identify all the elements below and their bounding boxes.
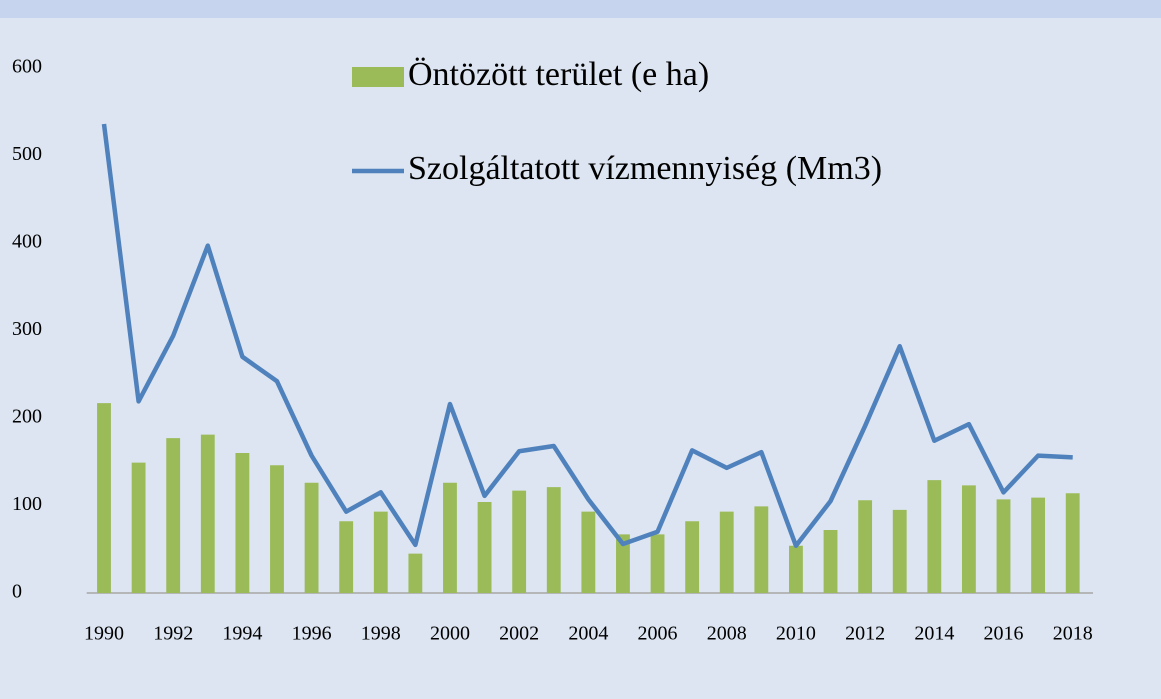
- bar: [304, 482, 319, 593]
- y-tick-label: 200: [12, 406, 42, 428]
- bar: [823, 530, 838, 593]
- x-tick-label: 2006: [638, 623, 678, 645]
- x-tick-label: 2004: [568, 623, 608, 645]
- y-tick-label: 100: [12, 493, 42, 515]
- y-tick-label: 400: [12, 231, 42, 253]
- x-tick-label: 1992: [153, 623, 193, 645]
- bar: [581, 511, 596, 593]
- bar: [235, 453, 250, 593]
- bar: [650, 534, 665, 593]
- x-tick-label: 2002: [499, 623, 539, 645]
- bar: [200, 434, 215, 593]
- bar: [719, 511, 734, 593]
- legend-swatch: [352, 67, 404, 87]
- bar: [373, 511, 388, 593]
- x-tick-label: 2008: [707, 623, 747, 645]
- bar: [1065, 493, 1080, 593]
- bar: [789, 545, 803, 593]
- bar: [512, 490, 527, 593]
- x-tick-label: 2012: [845, 623, 885, 645]
- x-tick-label: 1994: [222, 623, 262, 645]
- bar: [858, 500, 873, 593]
- bar: [961, 485, 976, 593]
- y-tick-label: 500: [12, 143, 42, 165]
- bar: [339, 521, 354, 593]
- bar: [546, 487, 561, 593]
- bar: [477, 502, 492, 593]
- x-tick-label: 2018: [1053, 623, 1093, 645]
- x-tick-label: 1996: [292, 623, 332, 645]
- top-band: [0, 0, 1161, 18]
- x-tick-label: 1998: [361, 623, 401, 645]
- legend-label: Öntözött terület (e ha): [408, 56, 709, 93]
- bar: [616, 534, 630, 593]
- bar: [131, 462, 146, 593]
- bar: [685, 521, 700, 593]
- line: [101, 123, 1073, 548]
- legend-label: Szolgáltatott vízmennyiség (Mm3): [408, 150, 882, 187]
- bar: [270, 465, 284, 593]
- x-tick-label: 2010: [776, 623, 816, 645]
- bar: [97, 403, 111, 593]
- bar: [166, 438, 181, 593]
- bar: [408, 553, 423, 593]
- bar: [754, 506, 769, 593]
- y-tick-label: 0: [12, 581, 22, 603]
- x-tick-label: 1990: [84, 623, 124, 645]
- y-tick-label: 300: [12, 318, 42, 340]
- x-tick-label: 2000: [430, 623, 470, 645]
- bar: [996, 499, 1011, 593]
- bar: [892, 509, 907, 593]
- x-tick-label: 2016: [984, 623, 1024, 645]
- bar: [1031, 497, 1046, 593]
- bar: [927, 480, 942, 593]
- x-tick-label: 2014: [914, 623, 954, 645]
- y-tick-label: 600: [12, 56, 42, 78]
- bar: [443, 482, 457, 593]
